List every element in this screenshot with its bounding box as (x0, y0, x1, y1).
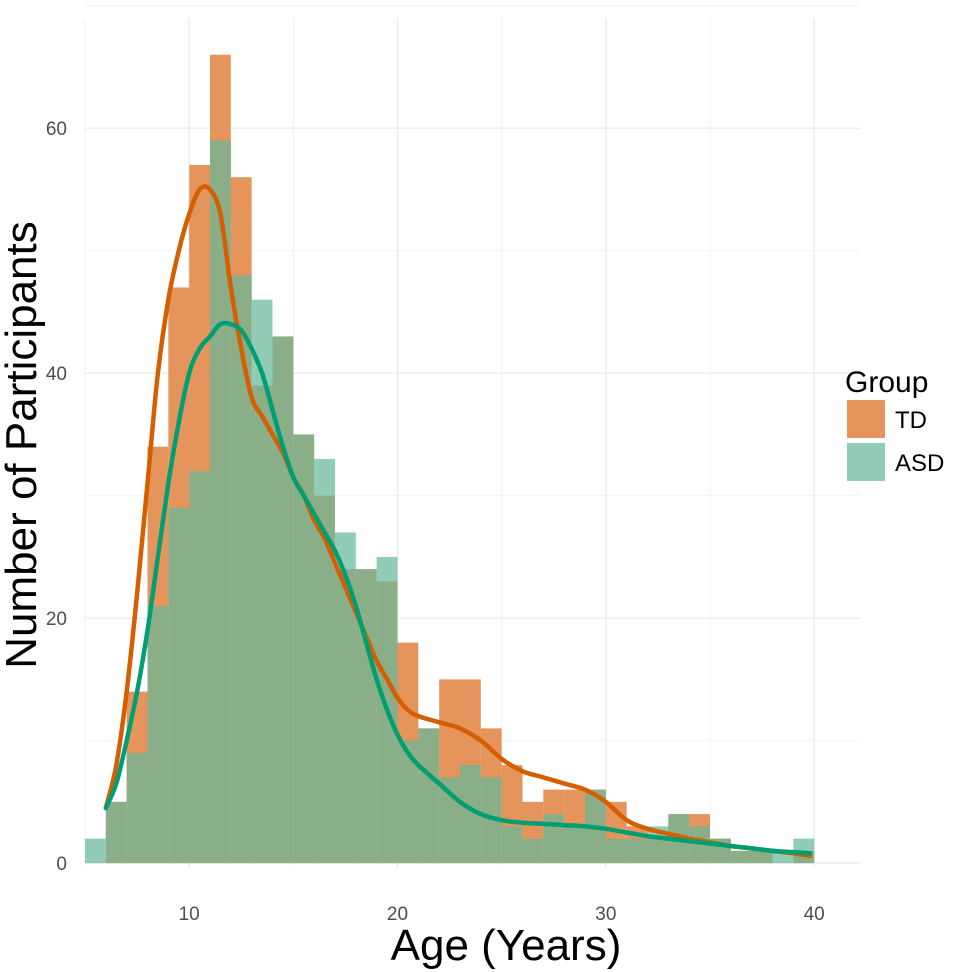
asd-bar-37 (751, 850, 773, 864)
asd-bar-7 (126, 752, 148, 864)
asd-bar-10 (189, 471, 210, 864)
asd-bar-21 (418, 728, 440, 864)
asd-bar-16 (314, 458, 335, 864)
legend-swatch-asd (847, 443, 885, 481)
legend-title: Group (845, 366, 928, 399)
asd-bar-12 (230, 275, 252, 864)
asd-bar-30 (605, 838, 627, 864)
asd-bar-15 (293, 434, 315, 864)
legend-swatch-td (847, 400, 885, 438)
legend-label-asd: ASD (895, 450, 944, 477)
y-tick-label-0: 0 (56, 854, 67, 875)
asd-bar-24 (480, 777, 502, 864)
asd-bars (85, 140, 815, 864)
asd-bar-17 (335, 532, 356, 864)
asd-bar-31 (626, 838, 648, 864)
y-tick-label-40: 40 (46, 364, 67, 385)
asd-bar-9 (168, 507, 190, 864)
x-tick-label-20: 20 (387, 904, 408, 925)
x-tick-label-40: 40 (804, 904, 825, 925)
asd-bar-27 (543, 814, 565, 864)
legend-label-td: TD (895, 407, 927, 434)
asd-bar-23 (460, 765, 481, 864)
asd-bar-26 (522, 838, 544, 864)
asd-density-line (103, 320, 813, 856)
asd-bar-6 (105, 801, 127, 864)
asd-bar-20 (397, 740, 419, 864)
asd-bar-13 (251, 299, 273, 864)
asd-bar-28 (564, 826, 585, 864)
asd-bar-18 (355, 569, 377, 864)
asd-bar-36 (730, 850, 752, 864)
y-axis-title: Number of Participants (0, 221, 46, 669)
x-tick-label-10: 10 (179, 904, 200, 925)
asd-bar-25 (501, 826, 523, 864)
asd-bar-8 (147, 605, 169, 864)
asd-bar-5 (85, 838, 106, 864)
tick-labels: 10 20 30 40 0 20 40 60 (46, 119, 825, 925)
x-axis-title: Age (Years) (391, 921, 622, 970)
asd-bar-34 (689, 826, 710, 864)
legend: Group TD ASD (845, 366, 944, 481)
y-tick-label-60: 60 (46, 119, 67, 140)
density-curves (103, 184, 813, 859)
x-tick-label-30: 30 (595, 904, 616, 925)
y-tick-label-20: 20 (46, 609, 67, 630)
